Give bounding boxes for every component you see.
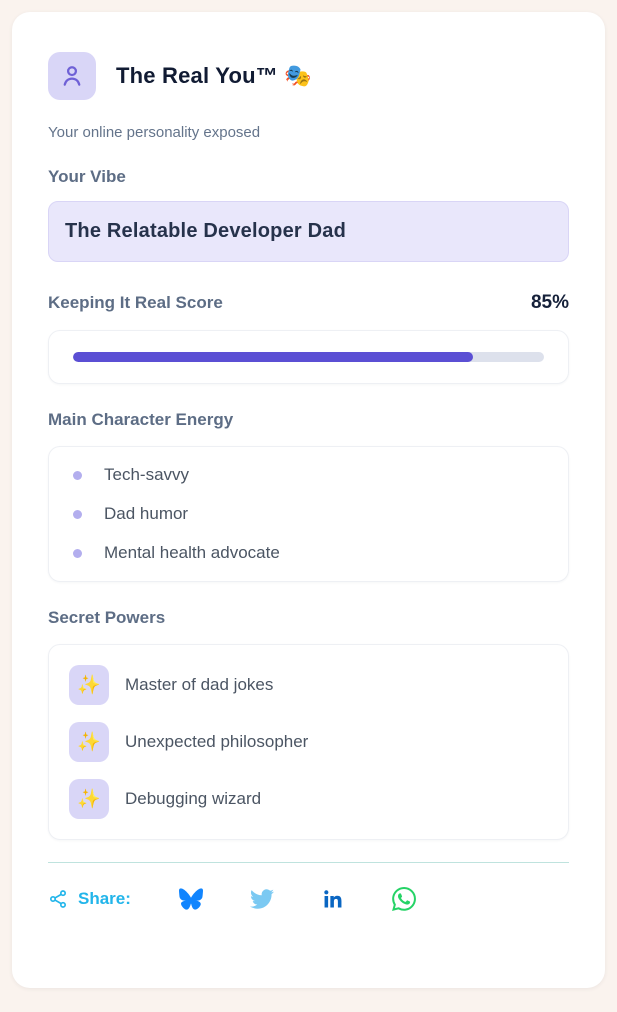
sparkles-icon: ✨ [69,665,109,705]
sparkles-icon: ✨ [69,779,109,819]
person-icon [63,66,81,86]
sparkles-icon: ✨ [69,722,109,762]
linkedin-share-button[interactable] [319,885,347,913]
share-icon [50,890,66,908]
progress-fill [73,352,474,362]
bullet-dot-icon [73,509,82,519]
vibe-label: Your Vibe [48,167,126,186]
twitter-icon [249,889,274,909]
powers-panel: ✨ Master of dad jokes ✨ Unexpected philo… [48,644,569,840]
trait-text: Tech-savvy [104,465,190,484]
trait-text: Mental health advocate [104,543,280,562]
share-footer: Share: [48,885,569,913]
power-text: Debugging wizard [125,789,262,808]
score-value: 85% [530,292,569,313]
twitter-share-button[interactable] [248,885,276,913]
traits-panel: Tech-savvy Dad humor Mental health advoc… [48,446,569,582]
power-item: ✨ Master of dad jokes [69,665,548,705]
score-progress-panel [48,330,569,384]
share-label-group: Share: [48,889,131,909]
powers-label: Secret Powers [48,608,166,627]
score-label: Keeping It Real Score [48,293,223,312]
progress-track [73,352,544,362]
trait-text: Dad humor [104,504,189,523]
traits-label: Main Character Energy [48,410,234,429]
card-header: The Real You™ 🎭 [48,52,569,100]
bluesky-icon [178,888,203,910]
trait-item: Dad humor [73,504,544,524]
vibe-value-box: The Relatable Developer Dad [48,201,569,262]
bluesky-share-button[interactable] [177,885,205,913]
score-row: Keeping It Real Score 85% [48,292,569,314]
vibe-value: The Relatable Developer Dad [65,220,347,242]
bullet-dot-icon [73,470,82,480]
share-label: Share: [78,889,131,908]
user-avatar [48,52,96,100]
power-text: Master of dad jokes [125,675,274,694]
trait-item: Tech-savvy [73,465,544,485]
divider [48,862,569,863]
personality-card: The Real You™ 🎭 Your online personality … [12,12,605,988]
power-text: Unexpected philosopher [125,732,309,751]
bullet-dot-icon [73,548,82,558]
whatsapp-share-button[interactable] [390,885,418,913]
power-item: ✨ Unexpected philosopher [69,722,548,762]
whatsapp-icon [391,887,416,911]
power-item: ✨ Debugging wizard [69,779,548,819]
page-title: The Real You™ 🎭 [116,63,312,88]
subtitle: Your online personality exposed [48,124,261,141]
trait-item: Mental health advocate [73,543,544,563]
linkedin-icon [324,890,342,908]
